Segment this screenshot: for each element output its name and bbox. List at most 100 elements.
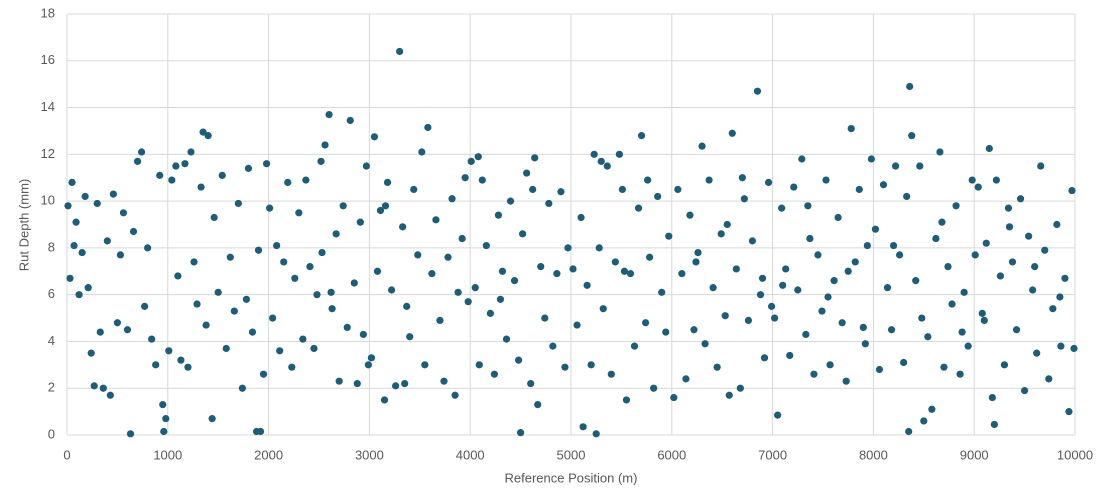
point [778,204,786,212]
point [607,370,615,378]
point [982,239,990,247]
y-tick-label: 10 [41,193,55,208]
point [978,309,986,317]
y-tick-label: 18 [41,5,55,20]
point [448,195,456,203]
point [830,277,838,285]
point [148,335,156,343]
point [611,258,619,266]
x-tick-label: 2000 [254,447,283,462]
point [686,211,694,219]
point [802,330,810,339]
point [818,307,826,315]
point [641,319,650,327]
point [214,288,222,296]
point [396,47,404,56]
point [172,162,180,170]
point [732,265,740,273]
point [502,335,511,343]
point [306,263,314,271]
x-tick-label: 9000 [960,447,989,462]
point [626,270,635,278]
point [896,251,904,259]
point [190,258,198,266]
point [137,148,146,156]
point [1031,263,1039,271]
point [826,361,834,369]
point [327,288,335,296]
point [592,430,600,438]
point [992,176,1000,184]
point [90,382,98,390]
point [517,429,525,437]
point [454,288,462,296]
point [782,265,790,273]
point [644,176,652,184]
point [376,206,385,215]
point [498,267,507,275]
point [238,384,246,392]
point [84,284,92,292]
point [444,253,452,261]
point [968,176,976,184]
point [740,195,748,203]
point [698,142,706,150]
point [364,361,372,369]
point [658,288,666,296]
x-tick-label: 8000 [859,447,888,462]
point [549,342,557,350]
point [482,241,490,250]
point [887,326,896,334]
point [244,164,253,172]
point [381,202,390,210]
point [906,82,914,91]
point [187,148,195,156]
point [494,211,503,219]
point [794,286,802,294]
point [1045,375,1053,383]
point [116,251,125,259]
point [615,150,623,158]
point [318,248,326,257]
point [595,244,603,252]
point [96,328,104,336]
point [156,171,164,179]
point [276,347,284,355]
point [583,281,591,289]
point [597,157,605,165]
point [863,241,871,250]
point [1004,204,1013,212]
point [952,202,960,210]
point [1068,186,1076,195]
point [879,181,888,189]
point [514,356,523,364]
point [174,272,182,280]
point [199,128,207,136]
point [956,370,964,378]
point [370,133,379,141]
point [753,87,762,95]
point [474,153,482,161]
point [335,377,343,385]
y-tick-label: 4 [48,333,55,348]
point [403,302,411,310]
point [940,363,948,371]
point [988,393,996,402]
point [630,342,639,350]
point [78,248,86,257]
point [461,174,469,182]
point [713,363,721,371]
point [634,204,643,212]
point [834,213,842,222]
point [1012,326,1021,334]
point [75,291,83,299]
point [168,176,176,184]
point [974,183,982,191]
y-tick-label: 16 [41,52,55,67]
point [579,423,587,431]
point [674,185,682,194]
point [123,326,132,334]
point [1000,361,1009,369]
point [1037,162,1045,170]
point [1008,258,1017,266]
